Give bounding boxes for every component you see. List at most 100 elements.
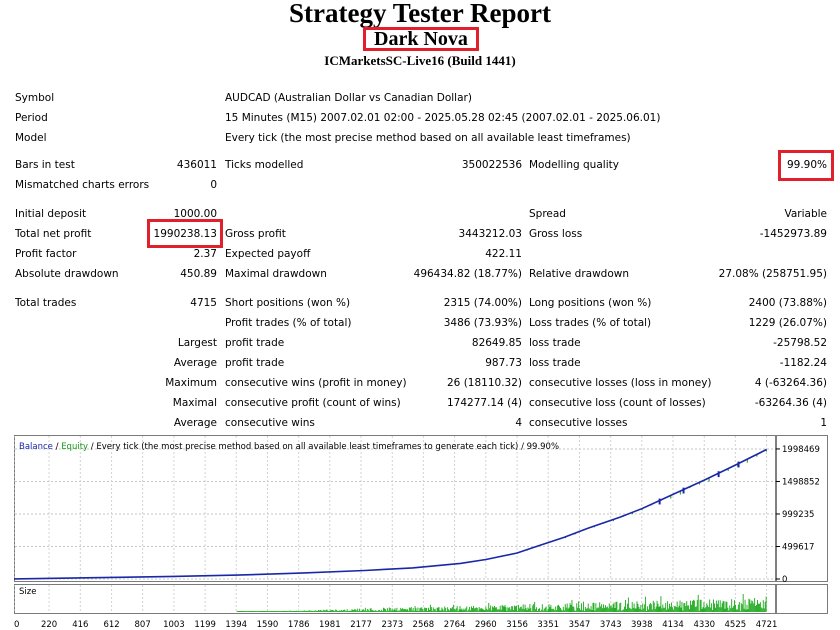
largest-profit-label: profit trade [225, 337, 285, 349]
y-tick-label: 1998469 [782, 445, 820, 455]
largest-profit-value: 82649.85 [471, 337, 522, 349]
y-tick-labels: 1998469 1498852 999235 499617 0 [782, 445, 820, 582]
balance-chart: 1998469 1498852 999235 499617 0 Balance / Eq… [14, 435, 828, 582]
quality-value: 99.90% [786, 159, 827, 171]
x-tick-label: 416 [72, 620, 88, 630]
x-tick-label: 612 [103, 620, 119, 630]
average-label: Average [173, 357, 217, 369]
maximum-label: Maximum [165, 377, 217, 389]
y-tick-label: 999235 [782, 510, 814, 520]
server-info: ICMarketsSC-Live16 (Build 1441) [324, 53, 516, 68]
x-tick-label: 4525 [725, 620, 747, 630]
x-tick-label: 1981 [319, 620, 341, 630]
deposit-value: 1000.00 [173, 208, 217, 220]
spread-value: Variable [784, 208, 827, 220]
maximal-profit-label: consecutive profit (count of wins) [225, 397, 401, 409]
gross-profit-label: Gross profit [225, 228, 286, 240]
x-tick-label: 4721 [756, 620, 778, 630]
spread-label: Spread [529, 208, 566, 220]
x-tick-label: 2177 [350, 620, 372, 630]
model-value: Every tick (the most precise method base… [225, 132, 631, 144]
avg-cons-wins-label: consecutive wins [225, 417, 315, 429]
avg-profit-label: profit trade [225, 357, 285, 369]
largest-label: Largest [177, 337, 217, 349]
max-cons-losses-label: consecutive losses (loss in money) [529, 377, 712, 389]
x-tick-label: 1590 [257, 620, 279, 630]
quality-label: Modelling quality [529, 159, 619, 171]
loss-trades-label: Loss trades (% of total) [529, 317, 652, 329]
bars-value: 436011 [176, 159, 217, 171]
abs-drawdown-label: Absolute drawdown [15, 268, 119, 280]
largest-loss-label: loss trade [529, 337, 581, 349]
expected-payoff-label: Expected payoff [225, 248, 311, 260]
gross-loss-value: -1452973.89 [759, 228, 827, 240]
size-grid [14, 585, 777, 613]
x-tick-label: 0 [14, 620, 19, 630]
period-label: Period [15, 112, 48, 124]
abs-drawdown-value: 450.89 [180, 268, 217, 280]
model-label: Model [15, 132, 47, 144]
largest-loss-value: -25798.52 [773, 337, 827, 349]
x-tick-label: 807 [135, 620, 151, 630]
avg-cons-losses-label: consecutive losses [529, 417, 628, 429]
x-tick-label: 3156 [506, 620, 528, 630]
long-positions-label: Long positions (won %) [529, 297, 652, 309]
x-tick-label: 2764 [444, 620, 466, 630]
y-tick-label: 1498852 [782, 477, 820, 487]
x-tick-label: 2960 [475, 620, 497, 630]
ticks-label: Ticks modelled [225, 159, 304, 171]
x-tick-label: 4134 [662, 620, 684, 630]
x-tick-label: 1394 [225, 620, 247, 630]
size-label: Size [19, 587, 36, 597]
report-title: Strategy Tester Report [289, 0, 551, 28]
max-cons-wins-label: consecutive wins (profit in money) [225, 377, 407, 389]
mismatch-value: 0 [210, 179, 217, 191]
volume-bars [236, 594, 767, 612]
maximal-loss-label: consecutive loss (count of losses) [529, 397, 706, 409]
ea-name: Dark Nova [363, 27, 479, 51]
chart-legend: Balance / Equity / Every tick (the most … [19, 442, 559, 452]
avg-loss-label: loss trade [529, 357, 581, 369]
long-positions-value: 2400 (73.88%) [748, 297, 827, 309]
mismatch-label: Mismatched charts errors [15, 179, 150, 191]
net-profit-label: Total net profit [15, 228, 92, 240]
ticks-value: 350022536 [461, 159, 522, 171]
max-cons-wins-value: 26 (18110.32) [447, 377, 522, 389]
profit-factor-label: Profit factor [15, 248, 77, 260]
x-tick-label: 220 [41, 620, 57, 630]
x-tick-label: 4330 [693, 620, 715, 630]
profit-trades-label: Profit trades (% of total) [225, 317, 352, 329]
chart-frame [14, 435, 828, 582]
x-tick-label: 3743 [600, 620, 622, 630]
x-tick-label: 1003 [163, 620, 185, 630]
rel-drawdown-value: 27.08% (258751.95) [718, 268, 827, 280]
y-tick-label: 499617 [782, 542, 814, 552]
deposit-label: Initial deposit [15, 208, 87, 220]
legend-balance: Balance [19, 442, 53, 452]
x-tick-label: 3938 [631, 620, 653, 630]
x-tick-label: 2373 [381, 620, 403, 630]
symbol-label: Symbol [15, 92, 55, 104]
bars-label: Bars in test [15, 159, 75, 171]
quality-highlight [778, 150, 834, 181]
x-tick-label: 3351 [537, 620, 559, 630]
chart-grid [14, 436, 780, 581]
maximal-profit-value: 174277.14 (4) [447, 397, 522, 409]
expected-payoff-value: 422.11 [485, 248, 522, 260]
total-trades-label: Total trades [15, 297, 77, 309]
profit-factor-value: 2.37 [193, 248, 217, 260]
net-profit-value: 1990238.13 [153, 228, 217, 240]
symbol-value: AUDCAD (Australian Dollar vs Canadian Do… [225, 92, 472, 104]
legend-sep: / [53, 442, 61, 452]
x-tick-label: 1786 [288, 620, 310, 630]
max-drawdown-value: 496434.82 (18.77%) [413, 268, 522, 280]
legend-rest: / Every tick (the most precise method ba… [88, 442, 559, 452]
balance-line [14, 448, 767, 580]
gross-profit-value: 3443212.03 [458, 228, 522, 240]
short-positions-value: 2315 (74.00%) [443, 297, 522, 309]
avg-cons-losses-value: 1 [820, 417, 827, 429]
max-drawdown-label: Maximal drawdown [225, 268, 327, 280]
profit-trades-value: 3486 (73.93%) [443, 317, 522, 329]
avg-loss-value: -1182.24 [779, 357, 827, 369]
net-profit-highlight [147, 219, 223, 248]
